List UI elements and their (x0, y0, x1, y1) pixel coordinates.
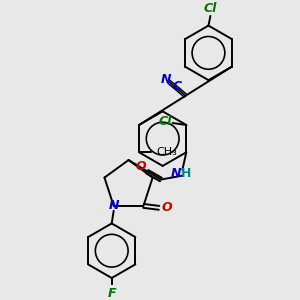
Text: N: N (170, 167, 181, 180)
Text: O: O (161, 201, 172, 214)
Text: CH₃: CH₃ (157, 147, 177, 157)
Text: N: N (161, 73, 172, 85)
Text: C: C (172, 80, 182, 93)
Text: Cl: Cl (158, 115, 172, 128)
Text: H: H (181, 167, 191, 180)
Text: F: F (107, 287, 116, 300)
Text: O: O (135, 160, 146, 173)
Text: Cl: Cl (204, 2, 217, 15)
Text: N: N (108, 200, 119, 212)
